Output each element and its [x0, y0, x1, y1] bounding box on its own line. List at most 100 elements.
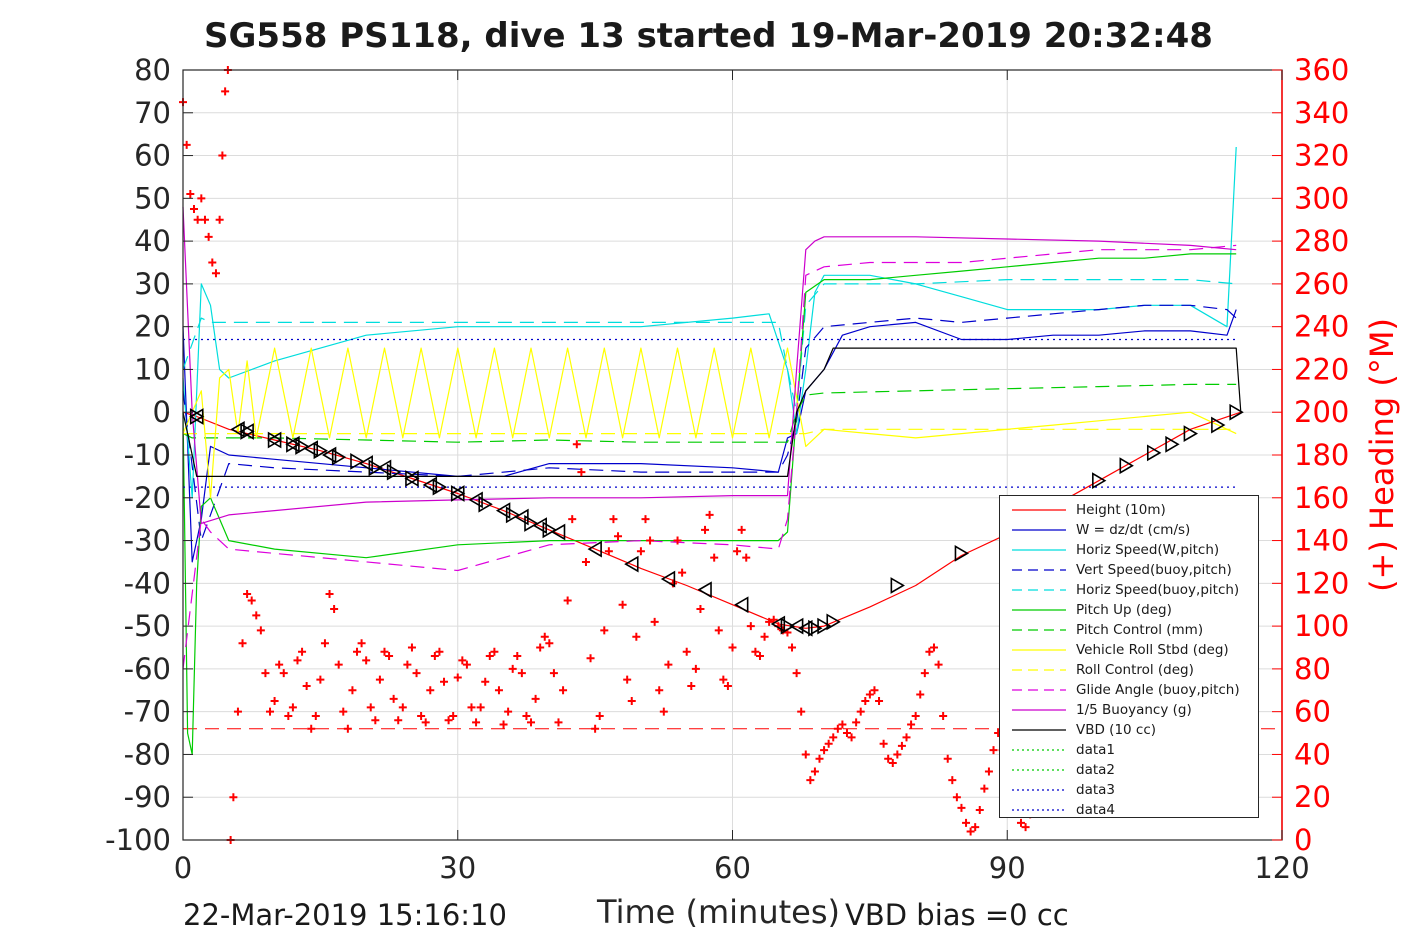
dive-marker-right: [817, 617, 832, 635]
heading-point: [343, 724, 352, 733]
chart-title: SG558 PS118, dive 13 started 19-Mar-2019…: [204, 16, 1213, 56]
legend-swatch: [1012, 729, 1066, 731]
heading-point: [444, 716, 453, 725]
dive-marker-left: [734, 596, 749, 614]
heading-point: [710, 553, 719, 562]
series-line-glide-angle-buoy-pitch-: [182, 244, 1237, 669]
legend-swatch: [1012, 789, 1066, 791]
y2-tick-label: 80: [1294, 652, 1331, 686]
heading-point: [559, 686, 568, 695]
heading-point: [362, 656, 371, 665]
heading-point: [801, 750, 810, 759]
heading-point: [687, 682, 696, 690]
legend-item: Pitch Control (mm): [1000, 620, 1258, 640]
heading-point: [984, 767, 993, 776]
heading-point: [449, 711, 458, 720]
y2-tick-label: 260: [1294, 267, 1349, 301]
dive-marker-right: [542, 521, 557, 539]
legend-swatch: [1012, 809, 1066, 811]
heading-point: [288, 703, 297, 712]
heading-point: [279, 669, 288, 678]
y2-tick-label: 320: [1294, 139, 1349, 173]
dive-marker-left: [376, 459, 392, 477]
heading-point: [256, 626, 265, 635]
legend-swatch: [1012, 769, 1066, 771]
heading-point: [229, 793, 238, 802]
legend-swatch: [1012, 749, 1066, 751]
heading-point: [810, 767, 819, 776]
y-tick-label: -50: [124, 609, 171, 643]
heading-point: [494, 686, 503, 695]
heading-point: [508, 664, 517, 673]
legend-item: data1: [1000, 740, 1258, 760]
heading-point: [604, 547, 613, 556]
series-line-vbd-10-cc-: [182, 347, 1242, 477]
heading-point: [907, 720, 916, 729]
heading-point: [705, 510, 714, 519]
y-tick-label: -10: [124, 438, 171, 472]
heading-point: [641, 515, 650, 524]
heading-point: [733, 547, 742, 556]
heading-point: [375, 675, 384, 684]
series-line-horiz-speed-buoy-pitch-: [182, 279, 1237, 413]
plot-timestamp: 22-Mar-2019 15:16:10: [183, 898, 507, 932]
legend-item: Roll Control (deg): [1000, 660, 1258, 680]
y-tick-label: -30: [124, 524, 171, 558]
heading-point: [208, 258, 217, 267]
heading-point: [275, 660, 284, 669]
y2-tick-label: 40: [1294, 737, 1331, 771]
legend-item: 1/5 Buoyancy (g): [1000, 700, 1258, 720]
legend-swatch: [1012, 649, 1066, 651]
dive-marker-right: [1165, 435, 1180, 453]
x-axis-label: Time (minutes): [597, 893, 840, 931]
heading-point: [182, 140, 191, 149]
heading-point: [792, 669, 801, 678]
heading-point: [948, 776, 957, 785]
heading-point: [568, 515, 577, 524]
dive-marker-left: [770, 615, 786, 633]
heading-point: [193, 215, 202, 224]
y2-tick-label: 180: [1294, 438, 1349, 472]
heading-point: [266, 707, 275, 716]
heading-point: [673, 536, 682, 545]
heading-point: [742, 553, 751, 562]
legend-label: 1/5 Buoyancy (g): [1076, 702, 1192, 718]
dive-marker-left: [587, 540, 602, 558]
heading-point: [755, 652, 764, 661]
dive-marker-right: [432, 478, 448, 496]
dive-marker-left: [532, 517, 547, 534]
heading-point: [298, 647, 307, 656]
heading-point: [646, 536, 655, 545]
dive-marker-right: [295, 438, 310, 455]
heading-point: [513, 652, 522, 661]
heading-point: [838, 720, 847, 729]
heading-point: [554, 718, 563, 727]
heading-point: [211, 269, 220, 278]
legend-swatch: [1012, 629, 1066, 631]
dive-marker-right: [189, 408, 205, 425]
dive-marker-right: [1229, 403, 1244, 421]
dive-marker-left: [321, 446, 337, 464]
y-tick-label: -60: [124, 652, 171, 686]
heading-point: [435, 647, 444, 656]
legend-item: data4: [1000, 800, 1258, 820]
legend-item: Vehicle Roll Stbd (deg): [1000, 640, 1258, 660]
dive-marker-right: [240, 423, 255, 440]
legend-item: Vert Speed(buoy,pitch): [1000, 560, 1258, 580]
heading-point: [664, 660, 673, 669]
dive-marker-right: [780, 617, 796, 635]
heading-point: [472, 718, 481, 727]
heading-point: [586, 654, 595, 663]
heading-point: [925, 647, 934, 656]
heading-point: [302, 682, 311, 690]
heading-point: [701, 525, 710, 534]
heading-point: [820, 746, 829, 755]
legend-item: W = dz/dt (cm/s): [1000, 520, 1258, 540]
y2-tick-label: 240: [1294, 310, 1349, 344]
legend-label: Pitch Control (mm): [1076, 622, 1204, 638]
legend-item: Horiz Speed(buoy,pitch): [1000, 580, 1258, 600]
legend-label: Height (10m): [1076, 502, 1166, 518]
heading-point: [581, 557, 590, 566]
y2-tick-label: 220: [1294, 352, 1349, 386]
legend-swatch: [1012, 509, 1066, 511]
